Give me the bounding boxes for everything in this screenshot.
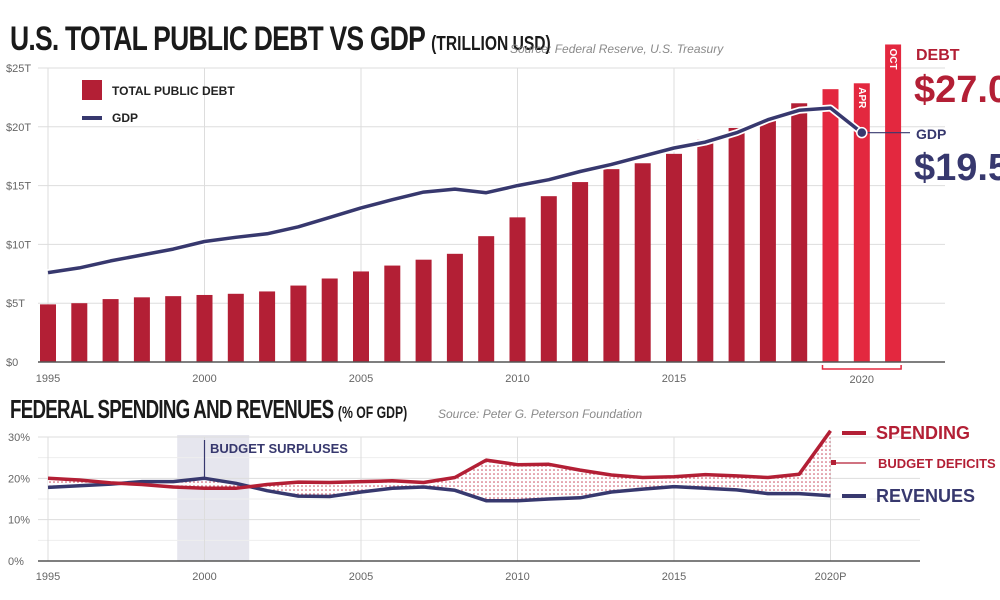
year-2020-bracket <box>821 365 902 370</box>
top-chart-title: U.S. TOTAL PUBLIC DEBT VS GDP (TRILLION … <box>10 20 551 59</box>
top-x-tick-label: 1995 <box>36 373 60 385</box>
bottom-x-tick-label: 2010 <box>505 571 529 583</box>
debt-bar <box>697 139 714 362</box>
debt-bar <box>353 271 369 362</box>
debt-bar <box>572 182 589 362</box>
debt-bar <box>478 236 495 362</box>
revenues-legend-label: REVENUES <box>876 486 975 506</box>
debt-bar <box>259 291 276 362</box>
top-x-tick-label: 2000 <box>192 373 216 385</box>
oct-bar-label: OCT <box>887 48 898 69</box>
debt-bar <box>196 294 213 362</box>
bottom-x-tick-label: 2000 <box>192 571 216 583</box>
debt-bar <box>603 169 620 362</box>
top-x-tick-label: 2005 <box>349 373 373 385</box>
revenues-line <box>47 476 831 503</box>
top-y-tick-label: $20T <box>6 122 31 134</box>
debt-bar <box>133 297 150 362</box>
gdp-callout-value: $19.5T <box>914 147 1000 189</box>
bottom-x-tick-label: 1995 <box>36 571 60 583</box>
bottom-x-tick-label: 2005 <box>349 571 373 583</box>
debt-callout-label: DEBT <box>916 47 960 64</box>
debt-bar <box>822 89 839 362</box>
bottom-y-tick-label: 20% <box>8 473 30 485</box>
gdp-line <box>47 106 863 275</box>
debt-bar <box>446 253 463 362</box>
debt-callout-value: $27.0T <box>914 69 1000 111</box>
bottom-x-tick-label: 2020P <box>815 571 847 583</box>
legend-debt-swatch <box>82 80 102 100</box>
bottom-x-tick-label: 2015 <box>662 571 686 583</box>
bottom-title-text: FEDERAL SPENDING AND REVENUES <box>10 394 334 424</box>
gdp-line-group <box>47 104 910 277</box>
top-x-tick-label: 2010 <box>505 373 529 385</box>
apr-bar-label: APR <box>856 87 867 109</box>
top-title-unit: (TRILLION USD) <box>431 33 551 55</box>
spending-line <box>47 429 832 491</box>
gdp-endpoint-dot <box>856 126 868 139</box>
debt-bar <box>540 196 557 362</box>
surplus-annotation: BUDGET SURPLUSES <box>210 441 348 456</box>
deficit-leader-dot <box>831 460 836 465</box>
debt-bar <box>634 163 651 362</box>
legend-gdp-label: GDP <box>112 111 138 125</box>
debt-bar <box>40 304 56 362</box>
top-chart-source: Source: Federal Reserve, U.S. Treasury <box>510 42 724 56</box>
top-callouts: DEBT $27.0T GDP $19.5T APR OCT 2020 <box>821 47 1000 386</box>
debt-bar <box>853 83 870 363</box>
bottom-title-unit: (% OF GDP) <box>337 403 408 422</box>
bottom-lines <box>47 429 832 503</box>
bottom-y-tick-label: 10% <box>8 515 30 527</box>
debt-bar <box>290 285 307 362</box>
debt-bar <box>227 293 244 362</box>
bottom-y-axis: 0% 10% 20% 30% <box>8 432 30 568</box>
gdp-callout-label: GDP <box>916 126 946 142</box>
debt-bar <box>321 278 338 362</box>
deficit-dotted-area <box>48 430 831 501</box>
deficit-area <box>48 430 831 501</box>
bottom-annotations: BUDGET SURPLUSES SPENDING BUDGET DEFICIT… <box>203 423 996 506</box>
debt-bar <box>728 127 745 362</box>
debt-bar <box>791 103 808 362</box>
debt-bar <box>759 120 776 362</box>
debt-bar <box>666 153 682 362</box>
top-y-tick-label: $0 <box>6 357 18 369</box>
top-x-axis: 1995 2000 2005 2010 2015 <box>36 361 945 385</box>
bottom-x-axis: 1995 2000 2005 2010 2015 2020P <box>36 560 920 583</box>
top-y-tick-label: $15T <box>6 181 31 193</box>
spending-legend-label: SPENDING <box>876 423 970 443</box>
top-legend: TOTAL PUBLIC DEBT GDP <box>82 80 235 125</box>
debt-bars <box>40 44 902 363</box>
top-y-tick-label: $5T <box>6 298 25 310</box>
debt-bar <box>165 296 182 362</box>
top-y-axis: $0 $5T $10T $15T $20T $25T <box>6 63 31 369</box>
top-x-tick-label: 2015 <box>662 373 686 385</box>
top-title-text: U.S. TOTAL PUBLIC DEBT VS GDP <box>10 20 425 58</box>
debt-bar <box>415 259 432 362</box>
deficits-legend-label: BUDGET DEFICITS <box>878 456 996 471</box>
bracket-2020-label: 2020 <box>850 374 874 386</box>
legend-debt-label: TOTAL PUBLIC DEBT <box>112 84 235 98</box>
top-y-tick-label: $25T <box>6 63 31 75</box>
bottom-y-tick-label: 0% <box>8 556 24 568</box>
debt-bar <box>384 265 401 362</box>
debt-bar <box>102 299 119 362</box>
bottom-chart-title: FEDERAL SPENDING AND REVENUES (% OF GDP) <box>10 394 407 425</box>
bottom-y-tick-label: 30% <box>8 432 30 444</box>
debt-bar <box>71 303 88 362</box>
top-y-tick-label: $10T <box>6 239 31 251</box>
debt-bar <box>509 217 526 362</box>
bottom-chart-source: Source: Peter G. Peterson Foundation <box>438 407 643 421</box>
debt-bar <box>885 44 902 362</box>
